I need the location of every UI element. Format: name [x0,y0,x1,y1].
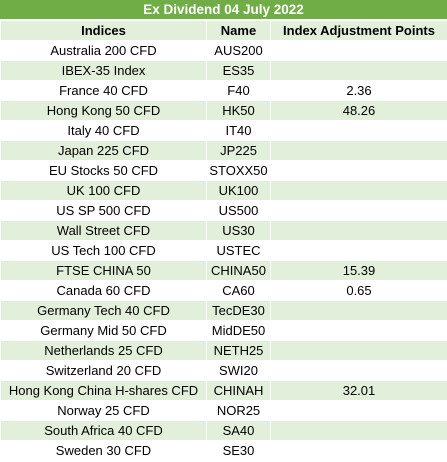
cell-name: SE30 [206,440,271,461]
column-header-indices: Indices [0,20,207,41]
cell-index: IBEX-35 Index [0,60,207,81]
cell-adjustment-points [270,440,447,461]
table-row: France 40 CFD F40 2.36 [0,80,447,101]
cell-name: SWI20 [206,360,271,381]
table-row: EU Stocks 50 CFD STOXX50 [0,160,447,181]
table-row: UK 100 CFD UK100 [0,180,447,201]
cell-name: NOR25 [206,400,271,421]
cell-adjustment-points [270,180,447,201]
cell-adjustment-points: 0.65 [270,280,447,301]
cell-name: STOXX50 [206,160,271,181]
table-row: Italy 40 CFD IT40 [0,120,447,141]
cell-name: ES35 [206,60,271,81]
table-row: South Africa 40 CFD SA40 [0,420,447,441]
table-row: Japan 225 CFD JP225 [0,140,447,161]
cell-index: Italy 40 CFD [0,120,207,141]
table-row: Hong Kong China H-shares CFD CHINAH 32.01 [0,380,447,401]
cell-adjustment-points [270,400,447,421]
table-row: Germany Mid 50 CFD MidDE50 [0,320,447,341]
cell-name: JP225 [206,140,271,161]
cell-adjustment-points [270,320,447,341]
cell-index: Germany Mid 50 CFD [0,320,207,341]
column-header-adjustment-points: Index Adjustment Points [270,20,447,41]
cell-name: HK50 [206,100,271,121]
cell-index: Norway 25 CFD [0,400,207,421]
cell-adjustment-points [270,160,447,181]
cell-index: Sweden 30 CFD [0,440,207,461]
cell-name: MidDE50 [206,320,271,341]
cell-index: Canada 60 CFD [0,280,207,301]
cell-index: Netherlands 25 CFD [0,340,207,361]
table-row: Canada 60 CFD CA60 0.65 [0,280,447,301]
cell-index: France 40 CFD [0,80,207,101]
cell-adjustment-points: 15.39 [270,260,447,281]
table-row: Hong Kong 50 CFD HK50 48.26 [0,100,447,121]
cell-name: CA60 [206,280,271,301]
cell-name: CHINAH [206,380,271,401]
table-row: Switzerland 20 CFD SWI20 [0,360,447,381]
cell-name: AUS200 [206,40,271,61]
cell-index: US Tech 100 CFD [0,240,207,261]
cell-adjustment-points [270,420,447,441]
table-row: IBEX-35 Index ES35 [0,60,447,81]
cell-adjustment-points [270,40,447,61]
dividend-table: Indices Name Index Adjustment Points Aus… [0,20,447,461]
cell-adjustment-points [270,140,447,161]
cell-adjustment-points: 48.26 [270,100,447,121]
table-row: Netherlands 25 CFD NETH25 [0,340,447,361]
cell-name: NETH25 [206,340,271,361]
cell-adjustment-points [270,360,447,381]
cell-name: CHINA50 [206,260,271,281]
cell-name: IT40 [206,120,271,141]
cell-name: US30 [206,220,271,241]
cell-index: Australia 200 CFD [0,40,207,61]
column-header-row: Indices Name Index Adjustment Points [0,20,447,41]
cell-adjustment-points [270,60,447,81]
cell-adjustment-points [270,200,447,221]
cell-name: USTEC [206,240,271,261]
cell-adjustment-points [270,340,447,361]
cell-name: F40 [206,80,271,101]
cell-adjustment-points [270,120,447,141]
cell-index: FTSE CHINA 50 [0,260,207,281]
cell-index: Switzerland 20 CFD [0,360,207,381]
cell-adjustment-points [270,240,447,261]
cell-name: TecDE30 [206,300,271,321]
column-header-name: Name [206,20,271,41]
cell-adjustment-points: 2.36 [270,80,447,101]
cell-index: UK 100 CFD [0,180,207,201]
table-row: Germany Tech 40 CFD TecDE30 [0,300,447,321]
cell-index: EU Stocks 50 CFD [0,160,207,181]
cell-adjustment-points: 32.01 [270,380,447,401]
cell-adjustment-points [270,300,447,321]
cell-index: South Africa 40 CFD [0,420,207,441]
table-row: Norway 25 CFD NOR25 [0,400,447,421]
table-row: FTSE CHINA 50 CHINA50 15.39 [0,260,447,281]
cell-adjustment-points [270,220,447,241]
cell-index: Japan 225 CFD [0,140,207,161]
cell-index: Hong Kong China H-shares CFD [0,380,207,401]
cell-name: UK100 [206,180,271,201]
cell-index: US SP 500 CFD [0,200,207,221]
table-body: Australia 200 CFD AUS200 IBEX-35 Index ES35… [0,40,447,461]
cell-index: Wall Street CFD [0,220,207,241]
cell-index: Hong Kong 50 CFD [0,100,207,121]
table-row: Sweden 30 CFD SE30 [0,440,447,461]
cell-index: Germany Tech 40 CFD [0,300,207,321]
cell-name: SA40 [206,420,271,441]
cell-name: US500 [206,200,271,221]
table-title: Ex Dividend 04 July 2022 [0,0,447,20]
table-row: Wall Street CFD US30 [0,220,447,241]
table-row: Australia 200 CFD AUS200 [0,40,447,61]
table-row: US Tech 100 CFD USTEC [0,240,447,261]
table-row: US SP 500 CFD US500 [0,200,447,221]
